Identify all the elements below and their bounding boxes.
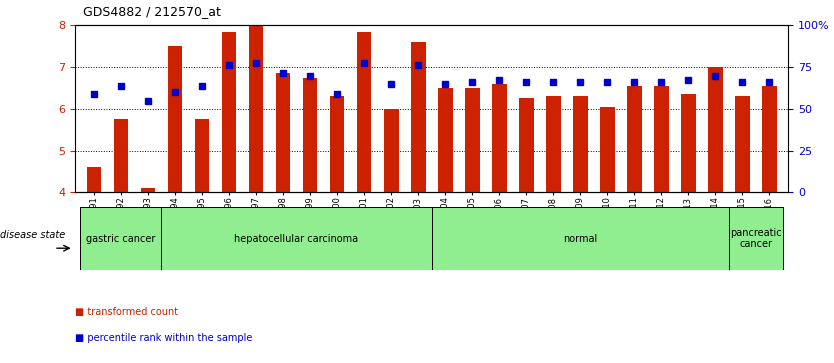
Bar	[708, 67, 722, 192]
Bar	[519, 98, 534, 192]
Bar	[626, 86, 641, 192]
Bar	[162, 207, 432, 270]
Bar	[80, 207, 162, 270]
Bar	[410, 42, 425, 192]
Bar	[545, 96, 560, 192]
Bar	[432, 207, 729, 270]
Bar	[465, 88, 480, 192]
Bar	[222, 32, 237, 192]
Bar	[249, 25, 264, 192]
Bar	[384, 109, 399, 192]
Bar	[729, 207, 783, 270]
Text: normal: normal	[563, 234, 597, 244]
Bar	[87, 167, 102, 192]
Bar	[654, 86, 669, 192]
Text: ■ transformed count: ■ transformed count	[75, 307, 178, 317]
Text: ■ percentile rank within the sample: ■ percentile rank within the sample	[75, 333, 253, 343]
Bar	[303, 78, 318, 192]
Text: disease state: disease state	[0, 230, 65, 240]
Bar	[573, 96, 588, 192]
Bar	[600, 107, 615, 192]
Bar	[194, 119, 209, 192]
Text: gastric cancer: gastric cancer	[86, 234, 156, 244]
Bar	[438, 88, 453, 192]
Bar	[275, 73, 290, 192]
Bar	[735, 96, 750, 192]
Bar	[329, 96, 344, 192]
Text: GDS4882 / 212570_at: GDS4882 / 212570_at	[83, 5, 221, 18]
Bar	[681, 94, 696, 192]
Text: hepatocellular carcinoma: hepatocellular carcinoma	[234, 234, 359, 244]
Bar	[761, 86, 776, 192]
Bar	[492, 84, 506, 192]
Bar	[357, 32, 371, 192]
Bar	[141, 188, 155, 192]
Text: pancreatic
cancer: pancreatic cancer	[730, 228, 781, 249]
Bar	[168, 46, 183, 192]
Bar	[113, 119, 128, 192]
